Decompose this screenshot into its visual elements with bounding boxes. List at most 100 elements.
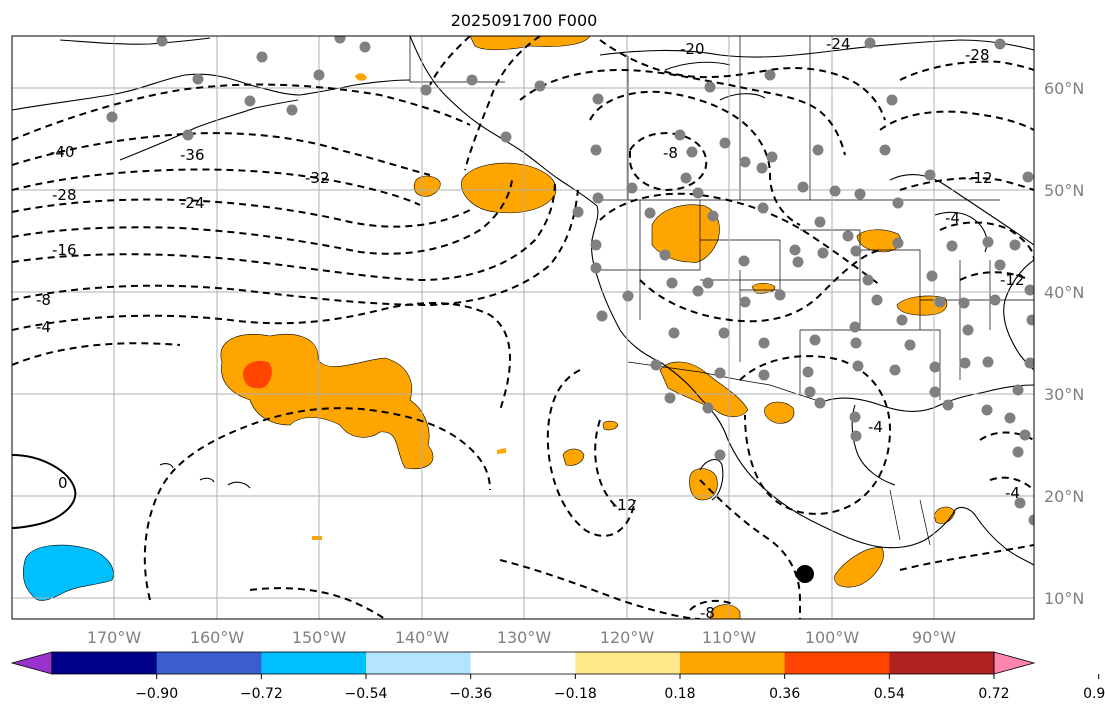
station-dot xyxy=(758,337,770,349)
latitude-axis: 60°N 50°N 40°N 30°N 20°N 10°N xyxy=(1044,79,1084,608)
station-dot xyxy=(850,337,862,349)
anomaly-shading xyxy=(22,36,956,619)
station-dot xyxy=(994,259,1006,271)
border-line xyxy=(919,499,931,546)
station-dot xyxy=(924,169,936,181)
border-line xyxy=(627,361,823,403)
shade-region xyxy=(751,282,776,294)
shade-region xyxy=(659,361,749,418)
contour-line xyxy=(899,544,1034,571)
coastline xyxy=(699,459,724,501)
contour-line xyxy=(599,39,886,121)
station-dot xyxy=(592,192,604,204)
station-dot xyxy=(1026,314,1034,326)
contour-label: -36 xyxy=(180,146,205,164)
coastline xyxy=(719,93,766,101)
contour-label: -4 xyxy=(1005,484,1020,502)
station-dot xyxy=(719,137,731,149)
station-dot xyxy=(1024,284,1034,296)
lat-tick-label: 10°N xyxy=(1044,589,1084,608)
shade-region xyxy=(602,420,619,431)
lon-tick-label: 170°W xyxy=(87,628,142,647)
contour-line xyxy=(594,419,621,511)
station-dot xyxy=(852,360,864,372)
station-dot xyxy=(766,151,778,163)
contour-line xyxy=(429,36,471,86)
contour-label: -28 xyxy=(965,46,990,64)
station-dot xyxy=(644,207,656,219)
contour-line xyxy=(899,60,1034,81)
lat-tick-label: 20°N xyxy=(1044,487,1084,506)
border-line xyxy=(639,200,701,271)
station-dot xyxy=(850,430,862,442)
station-dot xyxy=(809,334,821,346)
station-dot xyxy=(1019,429,1031,441)
border-line xyxy=(700,279,861,331)
station-dot xyxy=(982,236,994,248)
station-dot xyxy=(904,339,916,351)
station-dot xyxy=(714,367,726,379)
storm-center-marker xyxy=(796,565,814,583)
contour-label: 0 xyxy=(58,474,68,492)
lon-tick-label: 90°W xyxy=(912,628,956,647)
zero-contour xyxy=(12,454,77,529)
lon-tick-label: 150°W xyxy=(292,628,347,647)
station-dot xyxy=(962,324,974,336)
lon-tick-label: 130°W xyxy=(497,628,552,647)
contour-label-group: -40 -36 -32 -28 -24 -24 -20 -16 -12 -12 … xyxy=(36,36,1025,619)
station-dot xyxy=(702,402,714,414)
contour-label: -8 xyxy=(663,144,678,162)
lon-tick-label: 110°W xyxy=(702,628,757,647)
contour-line xyxy=(249,587,386,619)
contour-line xyxy=(12,189,579,307)
shade-region xyxy=(562,448,585,466)
station-dot xyxy=(892,237,904,249)
shade-region xyxy=(834,547,884,588)
border-line xyxy=(860,249,921,330)
station-dot xyxy=(934,296,946,308)
station-dot xyxy=(466,74,478,86)
coastline xyxy=(599,39,1034,58)
contour-line xyxy=(689,599,736,611)
station-dot xyxy=(686,146,698,158)
contour-line xyxy=(989,476,1034,491)
colorbar-segment xyxy=(680,652,786,674)
coastline xyxy=(59,37,211,45)
coastline xyxy=(664,61,731,71)
station-dot xyxy=(929,386,941,398)
border-line xyxy=(800,229,861,280)
station-dot xyxy=(286,104,298,116)
contour-line xyxy=(464,36,541,171)
station-dot xyxy=(313,69,325,81)
station-dot xyxy=(680,172,692,184)
station-dot xyxy=(886,94,898,106)
colorbar-segment xyxy=(52,652,158,674)
station-dot xyxy=(1022,171,1034,183)
contour-line xyxy=(12,83,471,141)
contour-label: -40 xyxy=(50,143,75,161)
station-dot xyxy=(862,274,874,286)
shade-region xyxy=(764,401,795,424)
station-dot xyxy=(1024,357,1034,369)
contour-label: -4 xyxy=(945,209,960,227)
coastline xyxy=(409,36,1034,566)
contour-line xyxy=(12,179,513,255)
shade-region xyxy=(242,360,272,389)
station-dot xyxy=(156,36,168,47)
station-dot xyxy=(989,294,1001,306)
station-dot xyxy=(892,197,904,209)
colorbar-segment xyxy=(156,652,262,674)
station-dot xyxy=(926,270,938,282)
coastline xyxy=(159,463,174,469)
shade-region xyxy=(312,536,322,540)
contour-label: -4 xyxy=(868,418,883,436)
station-dot xyxy=(674,129,686,141)
colorbar-tick-label: −0.72 xyxy=(240,686,283,702)
station-dot xyxy=(572,206,584,218)
lon-tick-label: 160°W xyxy=(190,628,245,647)
colorbar-tick-label: −0.54 xyxy=(345,686,388,702)
map-area: -40 -36 -32 -28 -24 -24 -20 -16 -12 -12 … xyxy=(12,36,1034,619)
station-dot xyxy=(626,182,638,194)
station-dot xyxy=(106,111,118,123)
